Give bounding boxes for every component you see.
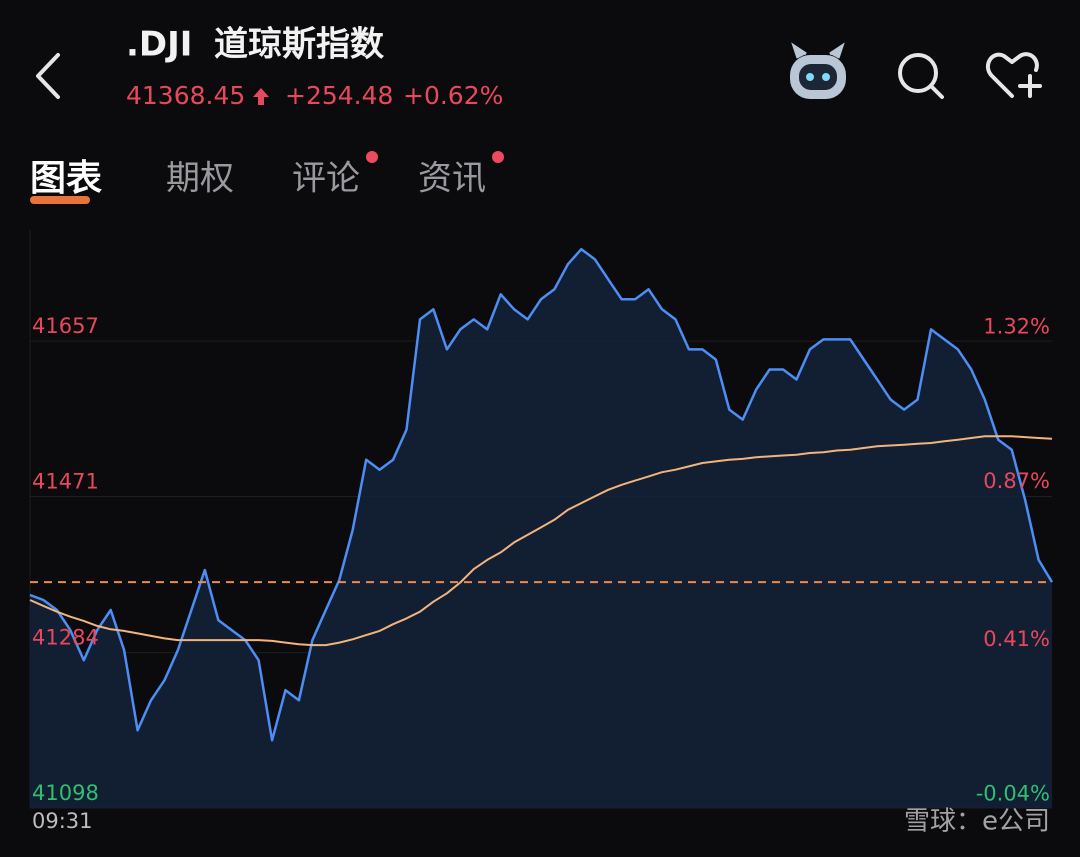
back-button[interactable] (36, 53, 60, 99)
change: +254.48 (285, 81, 393, 110)
robot-ears (791, 42, 845, 59)
search-lens (898, 53, 938, 93)
symbol: .DJI (126, 25, 192, 65)
y-tick-label: 41471 (32, 469, 99, 493)
robot-eye (806, 73, 814, 81)
search-button[interactable] (898, 53, 944, 99)
average-line (29, 435, 1053, 647)
plus (1018, 74, 1042, 98)
y2-tick-label: 1.32% (983, 314, 1050, 338)
y-tick-label: 41657 (32, 314, 99, 338)
x-tick-label: 09:31 (32, 809, 93, 833)
tab[interactable]: 期权 (166, 159, 234, 199)
y-tick-label: 41284 (32, 626, 99, 650)
tab-badge (366, 151, 378, 163)
y2-tick-label: 0.87% (983, 469, 1050, 493)
tab[interactable]: 评论 (292, 159, 360, 199)
tab-badge (492, 151, 504, 163)
heart (985, 52, 1039, 98)
active-tab-underline (30, 196, 90, 204)
watchlist-button[interactable] (985, 52, 1042, 98)
index-name: 道琼斯指数 (214, 25, 384, 65)
robot-face (799, 64, 837, 90)
robot-eye (822, 73, 830, 81)
price-area (30, 249, 1052, 808)
search-handle (929, 84, 944, 99)
price-line (29, 247, 1054, 742)
tab[interactable]: 图表 (30, 158, 102, 199)
assistant-icon[interactable] (790, 42, 846, 99)
y2-tick-label: -0.04% (976, 781, 1050, 805)
y-tick-label: 41098 (32, 781, 99, 805)
price: 41368.45 (126, 81, 245, 110)
up-arrow (253, 88, 269, 105)
chart: 41098 41284 41471 41657 -0.04% 0.41% 0.87% 1.32… (29, 230, 1054, 833)
watermark: 雪球：e公司 (904, 807, 1050, 837)
tab[interactable]: 资讯 (418, 159, 486, 199)
change-percent: +0.62% (403, 81, 503, 110)
y2-tick-label: 0.41% (983, 627, 1050, 651)
